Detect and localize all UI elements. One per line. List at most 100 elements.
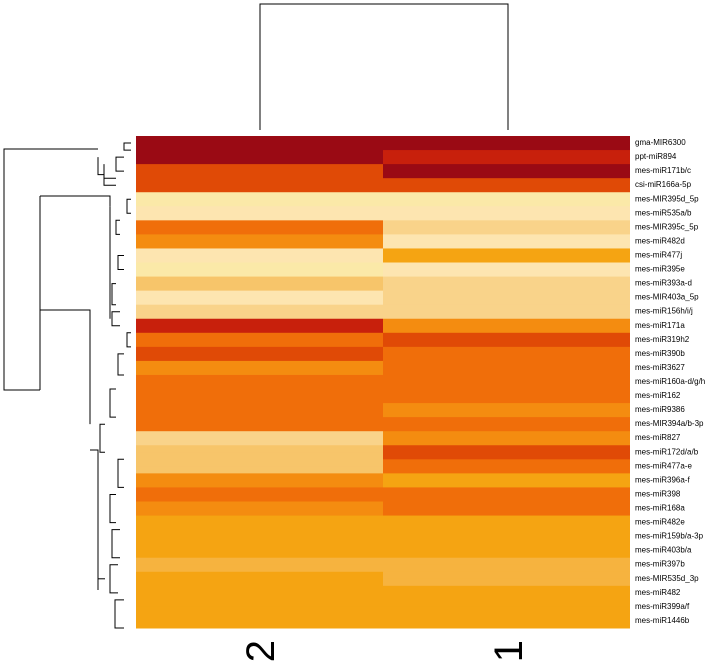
- heatmap-cell: [136, 515, 383, 524]
- heatmap-cell: [136, 192, 383, 200]
- heatmap-cell: [136, 452, 383, 460]
- heatmap-cell: [136, 543, 383, 552]
- heatmap-cell: [383, 515, 630, 524]
- row-labels: gma-MIR6300 ppt-miR894 mes-miR171b/c csi-mi…: [635, 138, 705, 625]
- row-dendrogram-branch: [111, 529, 120, 559]
- row-dendrogram-branch: [109, 388, 116, 418]
- row-dendrogram-branch: [114, 599, 124, 629]
- heatmap-cell: [383, 325, 630, 334]
- heatmap-cell: [136, 374, 383, 383]
- row-dendrogram-branch: [3, 148, 98, 391]
- heatmap-cell: [383, 262, 630, 271]
- heatmap-cell: [136, 599, 383, 608]
- heatmap-cell: [383, 487, 630, 495]
- heatmap-cell: [136, 297, 383, 306]
- heatmap-cell: [136, 389, 383, 397]
- row-dendrogram-branch: [111, 283, 116, 306]
- heatmap-cell: [383, 136, 630, 144]
- heatmap-cell: [136, 417, 383, 425]
- heatmap-cell: [383, 283, 630, 292]
- row-label: mes-miR9386: [635, 405, 685, 414]
- heatmap-cell: [383, 592, 630, 601]
- row-label: gma-MIR6300: [635, 138, 686, 147]
- column-label: I2: [239, 640, 283, 666]
- heatmap-cell: [136, 522, 383, 531]
- row-label: mes-miR482e: [635, 518, 685, 527]
- heatmap-cell: [383, 374, 630, 383]
- row-label: mes-miR393a-d: [635, 279, 692, 288]
- row-label: mes-miR827: [635, 433, 681, 442]
- heatmap-cell: [136, 150, 383, 158]
- heatmap-cell: [136, 178, 383, 186]
- row-label: mes-miR159b/a-3p: [635, 532, 704, 541]
- row-dendrogram-branch: [117, 353, 124, 376]
- row-label: mes-miR162: [635, 391, 681, 400]
- heatmap-cell: [383, 353, 630, 362]
- heatmap-cell: [383, 227, 630, 235]
- heatmap-cell: [136, 325, 383, 334]
- row-dendrogram-branch: [90, 449, 99, 590]
- heatmap-cell: [136, 536, 383, 545]
- heatmap-cell: [383, 143, 630, 151]
- heatmap-cell: [136, 283, 383, 292]
- row-dendrogram-branch: [103, 177, 116, 186]
- heatmap-cell: [136, 269, 383, 278]
- heatmap-cells: [136, 136, 630, 629]
- heatmap-cell: [136, 606, 383, 615]
- heatmap-cell: [383, 360, 630, 369]
- heatmap-cell: [136, 592, 383, 601]
- heatmap-cell: [383, 438, 630, 446]
- heatmap-cell: [383, 578, 630, 587]
- heatmap-cell: [136, 248, 383, 256]
- row-label: mes-miR535a/b: [635, 208, 692, 217]
- row-label: mes-miR3627: [635, 363, 685, 372]
- heatmap-cell: [383, 543, 630, 552]
- heatmap-cell: [383, 171, 630, 179]
- row-label: csi-miR166a-5p: [635, 180, 692, 189]
- column-label: I1: [487, 640, 531, 666]
- column-dendrogram-branch: [259, 3, 509, 130]
- row-label: mes-miR160a-d/g/h: [635, 377, 705, 386]
- heatmap-cell: [383, 241, 630, 249]
- heatmap-cell: [383, 417, 630, 425]
- heatmap-cell: [136, 360, 383, 369]
- heatmap-cell: [136, 241, 383, 249]
- heatmap-cell: [136, 613, 383, 622]
- heatmap-cell: [136, 403, 383, 411]
- heatmap-cell: [136, 445, 383, 453]
- column-labels: I2 I1: [239, 640, 531, 666]
- heatmap-cell: [383, 382, 630, 390]
- row-label: mes-MIR535d_3p: [635, 574, 699, 583]
- heatmap-cell: [136, 136, 383, 144]
- row-dendrogram: [3, 142, 131, 629]
- heatmap-cell: [136, 220, 383, 228]
- heatmap-cell: [136, 494, 383, 502]
- row-label: mes-miR477j: [635, 250, 682, 259]
- heatmap-cell: [136, 571, 383, 580]
- heatmap-cell: [383, 199, 630, 207]
- row-label: mes-miR477a-e: [635, 461, 692, 470]
- heatmap-cell: [136, 466, 383, 474]
- heatmap-cell: [383, 269, 630, 278]
- heatmap-cell: [383, 480, 630, 488]
- row-label: mes-miR156h/i/j: [635, 307, 693, 316]
- heatmap-cell: [383, 192, 630, 200]
- heatmap-cell: [136, 501, 383, 510]
- heatmap-cell: [136, 508, 383, 517]
- heatmap-cell: [136, 480, 383, 488]
- heatmap-cell: [383, 473, 630, 481]
- heatmap-cell: [383, 304, 630, 313]
- heatmap-cell: [383, 403, 630, 411]
- row-label: mes-miR399a/f: [635, 602, 690, 611]
- heatmap-cell: [136, 213, 383, 221]
- row-dendrogram-branch: [99, 423, 105, 453]
- heatmap-cell: [383, 297, 630, 306]
- row-dendrogram-branch: [126, 332, 131, 348]
- heatmap-cell: [383, 185, 630, 193]
- row-label: mes-MIR403a_5p: [635, 293, 699, 302]
- heatmap-cell: [383, 332, 630, 341]
- heatmap-cell: [136, 459, 383, 467]
- heatmap-cell: [136, 185, 383, 193]
- heatmap-cell: [383, 276, 630, 285]
- row-label: mes-miR398: [635, 489, 681, 498]
